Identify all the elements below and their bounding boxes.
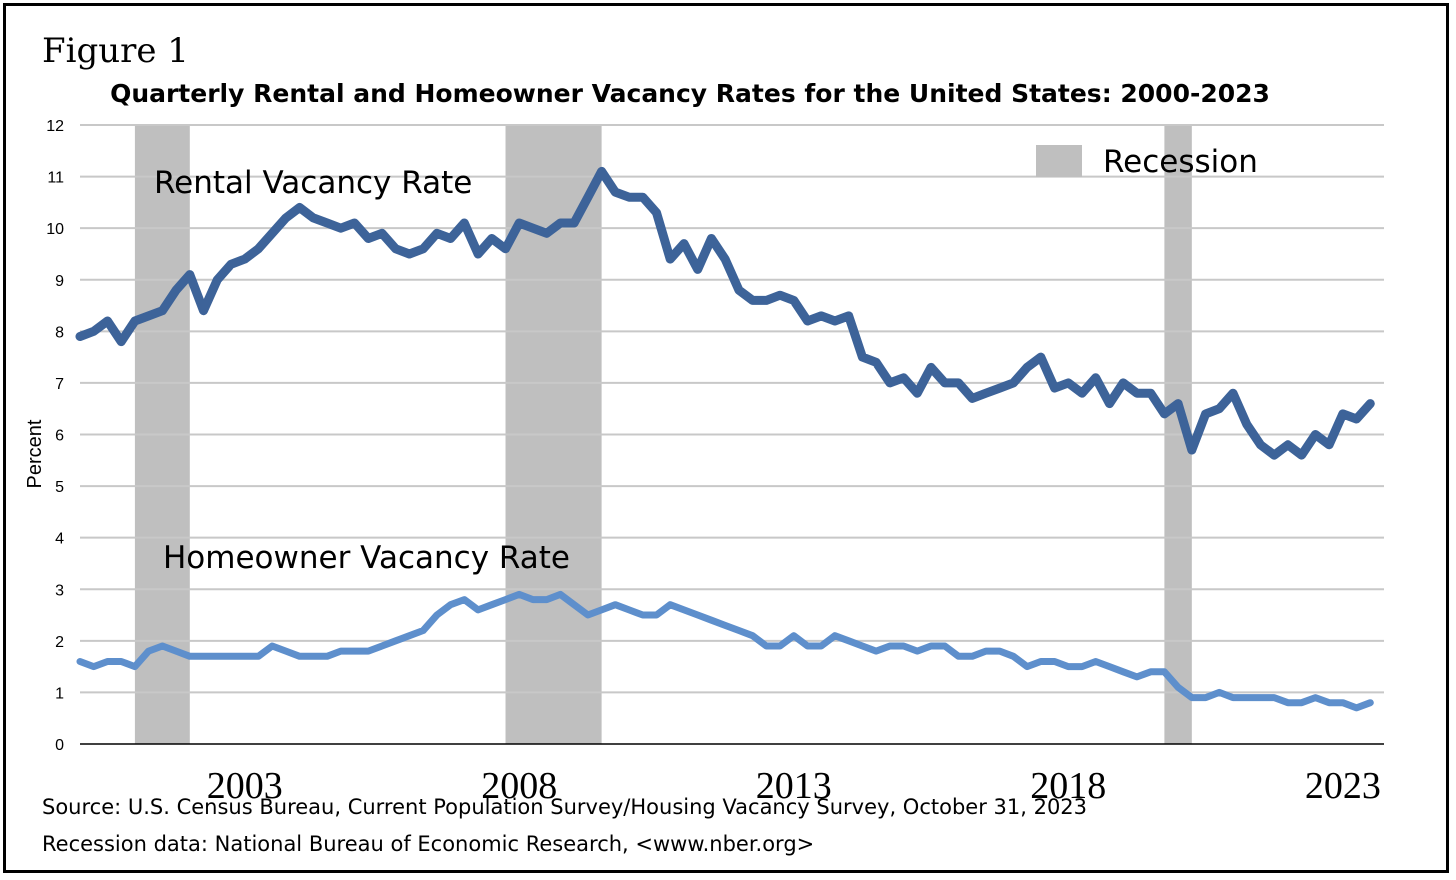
rental-series-label: Rental Vacancy Rate — [154, 165, 472, 201]
chart: Figure 1 Quarterly Rental and Homeowner … — [24, 31, 1384, 856]
legend-swatch-recession — [1036, 145, 1082, 177]
recession-source-line: Recession data: National Bureau of Econo… — [42, 832, 814, 856]
source-line: Source: U.S. Census Bureau, Current Popu… — [42, 795, 1087, 819]
y-tick-label: 5 — [55, 479, 64, 496]
x-tick-label: 2018 — [1030, 765, 1106, 807]
y-tick-label: 2 — [55, 634, 64, 651]
y-tick-label: 3 — [55, 582, 64, 599]
y-tick-label: 9 — [55, 273, 64, 290]
gridlines — [80, 124, 1384, 745]
rental-vacancy-line — [75, 166, 1375, 460]
figure-frame: Figure 1 Quarterly Rental and Homeowner … — [3, 3, 1449, 873]
x-axis-ticks: 2003 2008 2013 2018 2023 — [207, 765, 1381, 807]
y-tick-label: 0 — [55, 737, 64, 754]
chart-title: Quarterly Rental and Homeowner Vacancy R… — [110, 79, 1270, 108]
x-tick-label: 2023 — [1305, 765, 1381, 807]
y-tick-label: 8 — [55, 324, 64, 341]
figure-label: Figure 1 — [42, 31, 189, 71]
y-tick-label: 7 — [55, 376, 64, 393]
y-tick-label: 1 — [55, 685, 64, 702]
y-tick-label: 4 — [55, 531, 64, 548]
y-axis-label: Percent — [24, 419, 46, 488]
legend-label-recession: Recession — [1103, 144, 1258, 180]
y-tick-label: 11 — [47, 170, 64, 187]
legend: Recession — [1036, 144, 1258, 180]
y-tick-label: 6 — [55, 428, 64, 445]
y-tick-label: 12 — [46, 118, 64, 135]
x-tick-label: 2013 — [756, 765, 832, 807]
x-tick-label: 2003 — [207, 765, 283, 807]
x-tick-label: 2008 — [481, 765, 557, 807]
homeowner-vacancy-line — [76, 590, 1374, 712]
homeowner-series-label: Homeowner Vacancy Rate — [163, 540, 570, 576]
y-tick-label: 10 — [46, 221, 64, 238]
